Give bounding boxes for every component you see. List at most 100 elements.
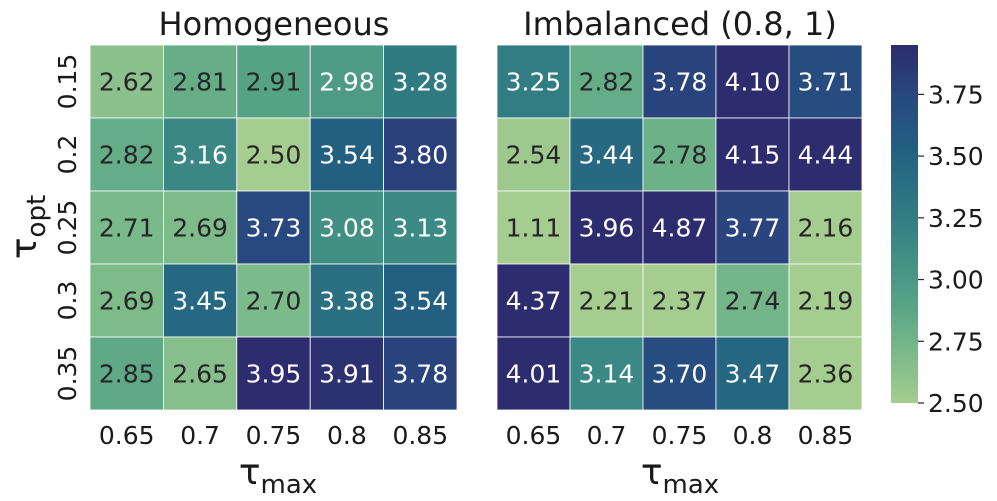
cell-value-label: 4.37 (506, 287, 562, 316)
x-axis-label-homogeneous: τmax (239, 452, 317, 500)
heatmap-cell (162, 44, 238, 119)
cell-value-label: 3.14 (579, 360, 635, 389)
heatmap-cell (236, 336, 311, 411)
cell-value-label: 3.16 (172, 141, 228, 170)
chart-title-homogeneous: Homogeneous (159, 5, 390, 43)
cell-value-label: 2.91 (246, 68, 302, 97)
x-axis-subscript: max (663, 470, 720, 500)
cell-value-label: 2.82 (579, 68, 635, 97)
heatmap-cell (496, 117, 571, 192)
y-tick-label: 0.15 (53, 54, 82, 110)
cell-value-label: 3.38 (319, 287, 375, 316)
heatmap-cell (309, 263, 385, 338)
y-tick-label: 0.25 (53, 200, 82, 256)
cell-value-label: 3.91 (319, 360, 375, 389)
colorbar-gradient (891, 45, 918, 403)
colorbar-tick-label: 3.50 (928, 142, 984, 171)
cell-value-label: 4.44 (798, 141, 854, 170)
cell-value-label: 3.95 (246, 360, 302, 389)
x-tick-label: 0.8 (733, 421, 773, 450)
x-tick-labels-imbalanced: 0.65 0.7 0.75 0.8 0.85 (506, 421, 854, 450)
x-tick-label: 0.75 (246, 421, 302, 450)
heatmap-cell (89, 44, 164, 119)
heatmap-cell (383, 263, 458, 338)
y-tick-label: 0.2 (53, 135, 82, 175)
heatmap-cell (383, 336, 458, 411)
cell-value-label: 3.71 (798, 68, 854, 97)
cell-value-label: 3.70 (652, 360, 708, 389)
x-tick-label: 0.7 (587, 421, 627, 450)
colorbar-tick-label: 3.25 (928, 204, 984, 233)
x-axis-label-imbalanced: τmax (641, 452, 719, 500)
colorbar-tick-label: 2.75 (928, 327, 984, 356)
cell-value-label: 4.87 (652, 214, 708, 243)
heatmap-cell (236, 44, 311, 119)
cell-value-label: 2.36 (798, 360, 854, 389)
x-tick-label: 0.7 (180, 421, 220, 450)
heatmap-cell (715, 44, 790, 119)
heatmap-cell (788, 263, 863, 338)
cell-value-label: 3.54 (319, 141, 375, 170)
colorbar-ticks: 2.50 2.75 3.00 3.25 3.50 3.75 (918, 80, 984, 418)
heatmap-cell (642, 44, 717, 119)
heatmap-homogeneous: Homogeneous 2.62 2.81 2.91 2.98 3.28 2.82 3.16… (4, 5, 458, 500)
x-axis-symbol: τ (641, 452, 663, 493)
colorbar-tick-label: 2.50 (928, 389, 984, 418)
heatmap-cell (642, 190, 717, 265)
heatmap-cell (383, 44, 458, 119)
y-axis-subscript: opt (22, 195, 52, 238)
cell-value-label: 2.78 (652, 141, 708, 170)
x-tick-label: 0.85 (392, 421, 448, 450)
heatmap-cell (642, 263, 717, 338)
cell-value-label: 3.96 (579, 214, 635, 243)
heatmap-cell (642, 336, 717, 411)
heatmap-cell (788, 117, 863, 192)
heatmap-cells-imbalanced: 3.25 2.82 3.78 4.10 3.71 2.54 3.44 2.78 4.15 4.44… (496, 44, 863, 411)
heatmap-cell (569, 263, 644, 338)
heatmap-cell (383, 190, 458, 265)
cell-value-label: 3.80 (392, 141, 448, 170)
colorbar-tick-label: 3.00 (928, 266, 984, 295)
heatmap-cell (788, 44, 863, 119)
y-tick-label: 0.35 (53, 346, 82, 402)
x-tick-label: 0.75 (652, 421, 708, 450)
cell-value-label: 2.82 (99, 141, 155, 170)
chart-title-imbalanced: Imbalanced (0.8, 1) (523, 5, 837, 43)
cell-value-label: 2.85 (99, 360, 155, 389)
cell-value-label: 2.19 (798, 287, 854, 316)
cell-value-label: 3.73 (246, 214, 302, 243)
cell-value-label: 3.45 (172, 287, 228, 316)
x-axis-subscript: max (261, 470, 318, 500)
heatmap-cell (89, 117, 164, 192)
cell-value-label: 2.16 (798, 214, 854, 243)
heatmap-cell (496, 190, 571, 265)
heatmap-cell (236, 117, 311, 192)
cell-value-label: 3.08 (319, 214, 375, 243)
heatmap-cell (715, 336, 790, 411)
heatmap-cell (89, 336, 164, 411)
cell-value-label: 3.44 (579, 141, 635, 170)
heatmap-cell (309, 190, 385, 265)
cell-value-label: 3.28 (392, 68, 448, 97)
heatmap-cell (162, 336, 238, 411)
cell-value-label: 2.50 (246, 141, 302, 170)
cell-value-label: 2.69 (172, 214, 228, 243)
cell-value-label: 2.37 (652, 287, 708, 316)
heatmap-imbalanced: Imbalanced (0.8, 1) 3.25 2.82 3.78 4.10 3.71… (496, 5, 863, 500)
cell-value-label: 3.78 (392, 360, 448, 389)
cell-value-label: 3.25 (506, 68, 562, 97)
heatmap-cell (569, 190, 644, 265)
heatmap-cell (569, 336, 644, 411)
heatmap-cells-homogeneous: 2.62 2.81 2.91 2.98 3.28 2.82 3.16 2.50 3.54 3.80… (89, 44, 458, 411)
cell-value-label: 2.74 (725, 287, 781, 316)
heatmap-cell (309, 44, 385, 119)
y-tick-labels: 0.15 0.2 0.25 0.3 0.35 (53, 54, 82, 402)
cell-value-label: 2.71 (99, 214, 155, 243)
heatmap-cell (383, 117, 458, 192)
heatmap-cell (569, 44, 644, 119)
cell-value-label: 3.54 (392, 287, 448, 316)
heatmap-cell (162, 263, 238, 338)
y-tick-label: 0.3 (53, 281, 82, 321)
heatmap-cell (715, 190, 790, 265)
